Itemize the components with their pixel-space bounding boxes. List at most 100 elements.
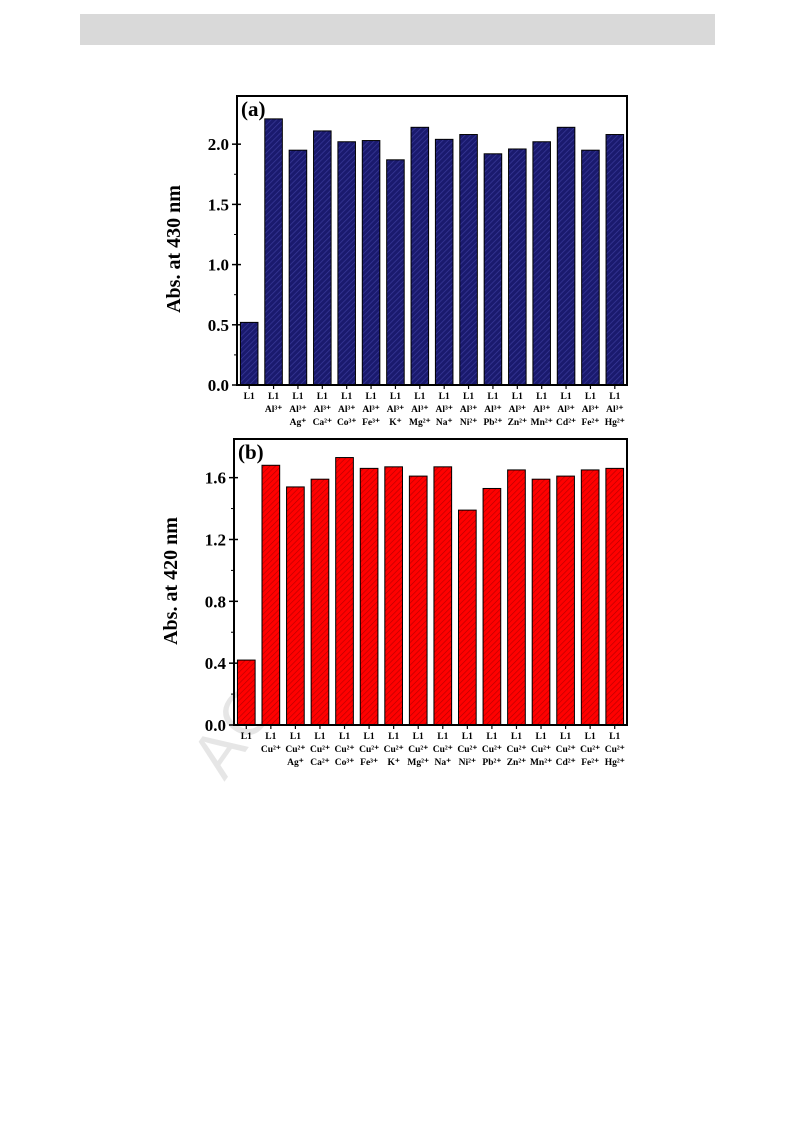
bar xyxy=(359,467,379,726)
panel-label: (b) xyxy=(238,440,264,464)
x-category-label: Pb²⁺ xyxy=(483,418,502,428)
bar xyxy=(310,478,330,726)
bar xyxy=(434,138,454,386)
y-tick-label: 1.5 xyxy=(208,195,229,214)
x-category-label: Ag⁺ xyxy=(290,418,307,428)
x-category-label: Cu²⁺ xyxy=(580,745,600,755)
x-category-label: Al³⁺ xyxy=(557,405,574,415)
x-category-label: L1 xyxy=(609,732,620,742)
y-tick-label: 0.5 xyxy=(208,316,229,335)
header-bar xyxy=(80,14,715,45)
x-category-label: Cu²⁺ xyxy=(482,745,502,755)
chart-panel-a: 0.0 0.5 1.0 1.5 2.0 L1 L1 Al³⁺ L1 Al³⁺ Ag⁺ L1 Al³⁺ Ca… xyxy=(163,95,628,428)
x-category-label: L1 xyxy=(486,732,497,742)
x-category-label: L1 xyxy=(241,732,252,742)
x-category-label: Al³⁺ xyxy=(582,405,599,415)
x-category-label: L1 xyxy=(609,392,620,402)
x-category-label: Cu²⁺ xyxy=(310,745,330,755)
bar xyxy=(508,148,527,386)
x-category-label: L1 xyxy=(463,392,474,402)
x-category-label: Al³⁺ xyxy=(362,405,379,415)
bar xyxy=(531,478,551,726)
x-category-label: L1 xyxy=(511,732,522,742)
x-category-label: L1 xyxy=(414,392,425,402)
y-tick-label: 1.2 xyxy=(205,530,226,549)
bar xyxy=(361,140,381,386)
bar xyxy=(261,464,281,726)
x-category-label: Al³⁺ xyxy=(387,405,404,415)
x-category-label: Zn²⁺ xyxy=(508,418,527,428)
x-category-label: L1 xyxy=(536,392,547,402)
x-category-label: Cu²⁺ xyxy=(335,745,355,755)
y-tick-label: 0.8 xyxy=(205,592,226,611)
bar xyxy=(605,467,625,726)
bar xyxy=(581,149,600,386)
x-category-label: L1 xyxy=(462,732,473,742)
x-category-label: L1 xyxy=(268,392,279,402)
x-category-label: Ca²⁺ xyxy=(310,758,329,768)
x-category-label: L1 xyxy=(339,732,350,742)
x-category-label: Na⁺ xyxy=(434,758,451,768)
x-category-label: Cu²⁺ xyxy=(408,745,428,755)
panel-label: (a) xyxy=(241,97,266,121)
y-tick-label: 0.4 xyxy=(205,654,227,673)
x-category-label: Mn²⁺ xyxy=(531,418,553,428)
x-category-label: Mg²⁺ xyxy=(409,418,431,428)
x-category-label: L1 xyxy=(341,392,352,402)
bar xyxy=(483,153,503,386)
bar xyxy=(507,469,526,726)
x-category-label: Cu²⁺ xyxy=(359,745,379,755)
x-category-label: Fe²⁺ xyxy=(581,758,599,768)
x-category-label: L1 xyxy=(561,392,572,402)
x-category-label: L1 xyxy=(487,392,498,402)
x-category-label: Pb²⁺ xyxy=(482,758,501,768)
x-category-label: L1 xyxy=(317,392,328,402)
x-category-label: Zn²⁺ xyxy=(507,758,526,768)
x-category-label: L1 xyxy=(439,392,450,402)
x-category-label: Ca²⁺ xyxy=(313,418,332,428)
x-category-label: Fe³⁺ xyxy=(360,758,378,768)
x-category-label: Cu²⁺ xyxy=(457,745,477,755)
x-category-label: Al³⁺ xyxy=(460,405,477,415)
bar xyxy=(313,130,332,386)
x-category-label: Al³⁺ xyxy=(289,405,306,415)
chart-panel-b: 0.0 0.4 0.8 1.2 1.6 L1 L1 Cu²⁺ L1 Cu²⁺ Ag⁺ L1 Cu²⁺ Ca… xyxy=(160,438,628,768)
x-category-label: L1 xyxy=(535,732,546,742)
x-category-label: Hg²⁺ xyxy=(605,418,625,428)
bar xyxy=(410,126,430,386)
x-category-label: L1 xyxy=(390,392,401,402)
y-tick-label: 0.0 xyxy=(205,716,226,735)
bar xyxy=(286,486,305,726)
bar xyxy=(236,659,256,726)
x-category-label: Cu²⁺ xyxy=(285,745,305,755)
x-category-label: Cd²⁺ xyxy=(556,758,576,768)
x-category-label: Al³⁺ xyxy=(338,405,355,415)
bar xyxy=(386,159,405,386)
x-category-label: L1 xyxy=(244,392,255,402)
x-category-label: Cu²⁺ xyxy=(433,745,453,755)
x-category-label: L1 xyxy=(585,732,596,742)
bar xyxy=(458,509,477,726)
x-category-label: Co³⁺ xyxy=(335,758,354,768)
x-category-label: Al³⁺ xyxy=(265,405,282,415)
y-tick-label: 2.0 xyxy=(208,135,229,154)
x-category-label: Ag⁺ xyxy=(287,758,304,768)
x-category-label: Ni²⁺ xyxy=(459,758,476,768)
x-category-label: L1 xyxy=(437,732,448,742)
x-category-label: Al³⁺ xyxy=(411,405,428,415)
bar xyxy=(482,487,502,726)
x-category-label: Cd²⁺ xyxy=(556,418,576,428)
y-axis-title: Abs. at 420 nm xyxy=(160,517,182,645)
y-axis-title: Abs. at 430 nm xyxy=(163,185,185,313)
x-category-label: Al³⁺ xyxy=(436,405,453,415)
x-category-label: K⁺ xyxy=(389,418,401,428)
plot-frame xyxy=(236,95,628,386)
bar xyxy=(239,321,259,386)
x-category-label: L1 xyxy=(292,392,303,402)
x-category-label: Hg²⁺ xyxy=(605,758,625,768)
bar xyxy=(433,466,453,726)
x-category-label: Cu²⁺ xyxy=(261,745,281,755)
x-category-label: L1 xyxy=(512,392,523,402)
y-tick-label: 1.6 xyxy=(205,469,226,488)
